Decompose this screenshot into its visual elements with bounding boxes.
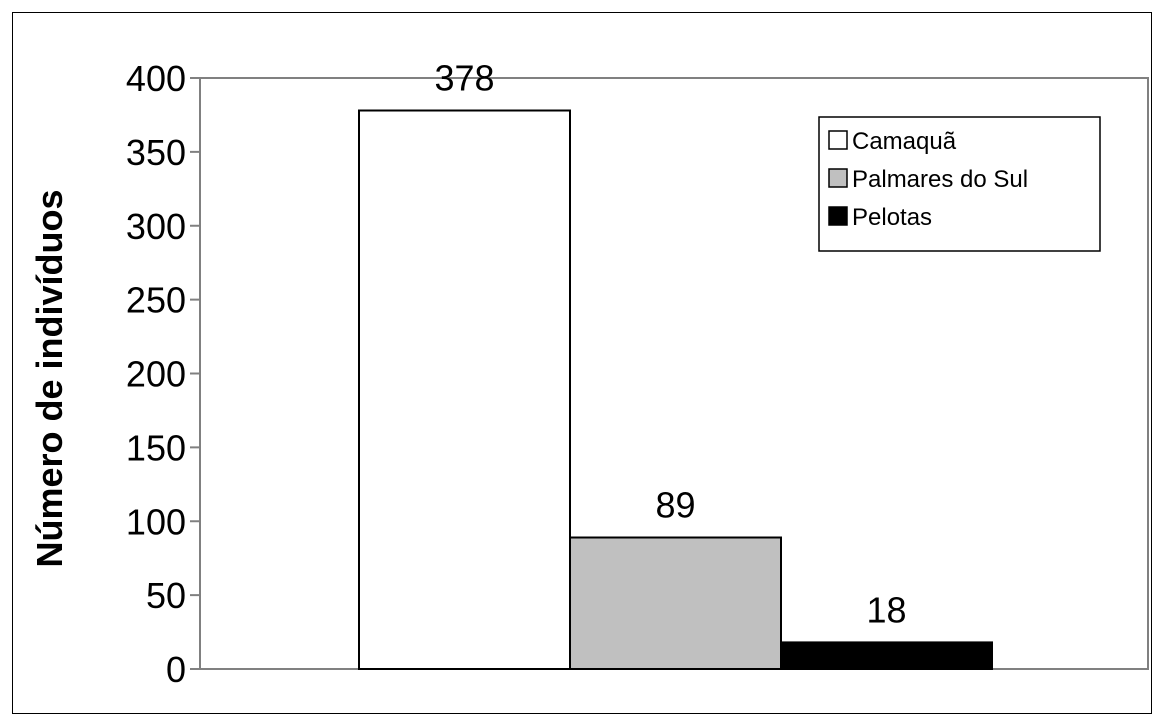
y-tick-label: 250 bbox=[126, 280, 186, 321]
y-tick-label: 100 bbox=[126, 501, 186, 542]
bar-camaqu- bbox=[359, 111, 570, 669]
y-axis-title: Número de indivíduos bbox=[29, 189, 70, 567]
y-tick-label: 400 bbox=[126, 58, 186, 99]
data-label: 18 bbox=[866, 589, 906, 630]
y-tick-label: 200 bbox=[126, 354, 186, 395]
y-tick-label: 150 bbox=[126, 427, 186, 468]
legend-swatch bbox=[829, 169, 847, 187]
data-label: 378 bbox=[434, 58, 494, 99]
y-tick-label: 50 bbox=[146, 575, 186, 616]
legend-label: Palmares do Sul bbox=[852, 166, 1028, 193]
y-axis: 0 50 100 150 200 250 300 350 400 bbox=[126, 58, 200, 690]
legend: Camaquã Palmares do Sul Pelotas bbox=[819, 117, 1100, 251]
legend-label: Pelotas bbox=[852, 204, 932, 231]
y-tick-label: 300 bbox=[126, 206, 186, 247]
y-tick-label: 350 bbox=[126, 132, 186, 173]
legend-label: Camaquã bbox=[852, 128, 957, 155]
data-label: 89 bbox=[655, 485, 695, 526]
bar-pelotas bbox=[781, 642, 992, 669]
bar-palmares-do-sul bbox=[570, 538, 781, 669]
legend-swatch bbox=[829, 131, 847, 149]
legend-swatch bbox=[829, 207, 847, 225]
y-tick-label: 0 bbox=[166, 649, 186, 690]
